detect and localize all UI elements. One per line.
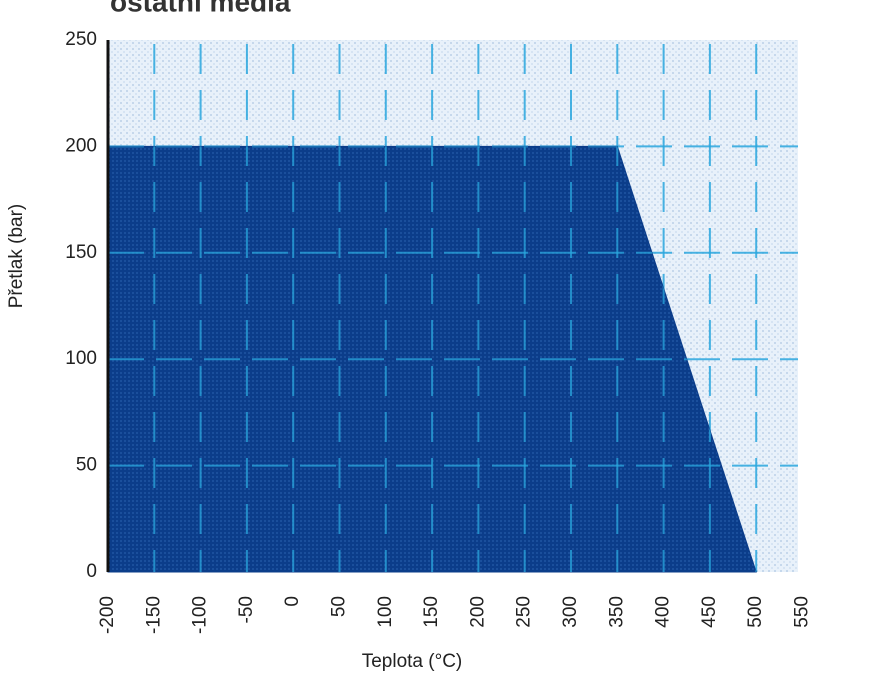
x-tick-label: 250 — [514, 596, 535, 628]
x-tick-label: -150 — [143, 596, 164, 634]
x-tick-label: -200 — [97, 596, 118, 634]
y-tick-label: 50 — [76, 455, 97, 476]
y-tick-labels: 0 50 100 150 200 250 — [65, 29, 97, 582]
x-tick-label: 0 — [282, 596, 303, 607]
y-axis-label: Přetlak (bar) — [6, 204, 27, 309]
x-tick-label: 500 — [745, 596, 766, 628]
y-tick-label: 150 — [65, 242, 97, 263]
x-tick-label: 300 — [560, 596, 581, 628]
x-tick-label: 550 — [792, 596, 813, 628]
x-tick-labels: -200 -150 -100 -50 0 50 100 150 200 250 300 350 400 4… — [97, 596, 813, 634]
x-tick-label: 50 — [329, 596, 350, 617]
y-tick-label: 200 — [65, 135, 97, 156]
x-tick-label: 350 — [606, 596, 627, 628]
x-tick-label: 450 — [699, 596, 720, 628]
x-tick-label: 150 — [421, 596, 442, 628]
chart-title: ostatní média — [110, 0, 291, 17]
y-tick-label: 250 — [65, 29, 97, 50]
x-axis-label: Teplota (°C) — [362, 651, 463, 672]
x-tick-label: -100 — [190, 596, 211, 634]
x-tick-label: 100 — [375, 596, 396, 628]
grid-overlay — [108, 146, 757, 572]
y-tick-label: 0 — [86, 561, 97, 582]
y-tick-label: 100 — [65, 348, 97, 369]
x-tick-label: 200 — [467, 596, 488, 628]
x-tick-label: -50 — [236, 596, 257, 623]
x-tick-label: 400 — [653, 596, 674, 628]
